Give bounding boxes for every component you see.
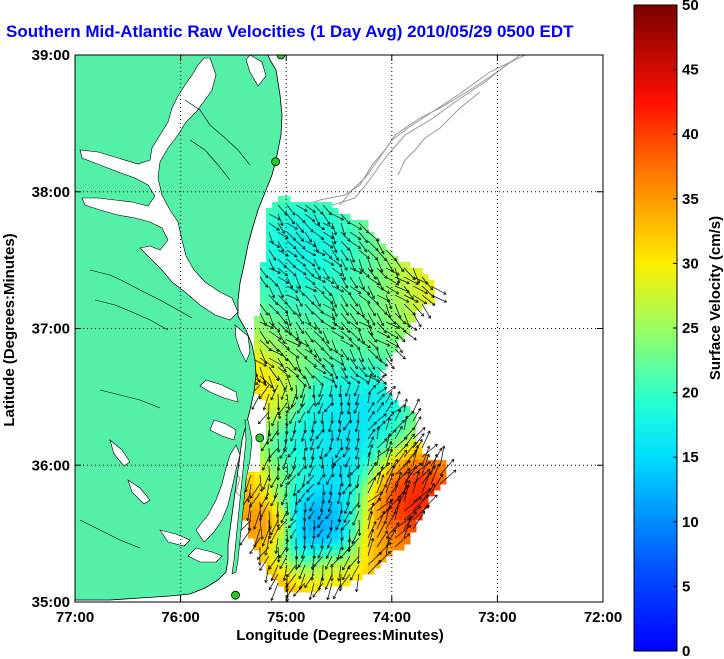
colorbar-tick-label: 15 — [682, 449, 699, 466]
x-tick-label: 77:00 — [56, 609, 94, 626]
colorbar-ticks: 0 5 10 15 20 25 30 35 40 45 50 — [673, 0, 699, 659]
colorbar-tick-label: 45 — [682, 62, 699, 79]
colorbar-tick-label: 30 — [682, 255, 699, 272]
colorbar — [633, 4, 678, 652]
x-axis-ticks: 77:00 76:00 75:00 74:00 73:00 72:00 — [56, 55, 622, 626]
station-marker — [271, 157, 281, 167]
colorbar-tick-label: 25 — [682, 320, 699, 337]
x-tick-label: 76:00 — [161, 609, 199, 626]
map-title: Southern Mid-Atlantic Raw Velocities (1 … — [6, 22, 574, 41]
station-marker — [255, 433, 265, 443]
x-tick-label: 74:00 — [373, 609, 411, 626]
station-marker — [276, 55, 286, 60]
colorbar-tick-label: 35 — [682, 191, 699, 208]
x-tick-label: 72:00 — [584, 609, 622, 626]
colorbar-label: Surface Velocity (cm/s) — [707, 216, 724, 380]
y-tick-label: 38:00 — [32, 184, 70, 201]
colorbar-tick-label: 5 — [682, 578, 690, 595]
y-tick-label: 39:00 — [32, 47, 70, 64]
x-axis-label: Longitude (Degrees:Minutes) — [236, 627, 444, 644]
colorbar-tick-label: 20 — [682, 385, 699, 402]
velocity-arrows — [237, 204, 457, 602]
land-mass — [75, 55, 283, 601]
y-tick-label: 37:00 — [32, 321, 70, 338]
y-tick-label: 35:00 — [32, 594, 70, 611]
bathymetry-contours — [231, 55, 526, 501]
colorbar-tick-label: 40 — [682, 126, 699, 143]
y-axis-ticks: 39:00 38:00 37:00 36:00 35:00 — [32, 47, 603, 611]
colorbar-tick-label: 10 — [682, 514, 699, 531]
x-tick-label: 73:00 — [478, 609, 516, 626]
station-marker — [231, 590, 240, 600]
y-axis-label: Latitude (Degrees:Minutes) — [1, 233, 18, 426]
colorbar-tick-label: 50 — [682, 0, 699, 14]
graticule-grid — [75, 55, 603, 602]
y-tick-label: 36:00 — [32, 457, 70, 474]
x-tick-label: 75:00 — [267, 609, 305, 626]
radar-stations — [231, 55, 286, 600]
colorbar-tick-label: 0 — [682, 643, 690, 659]
